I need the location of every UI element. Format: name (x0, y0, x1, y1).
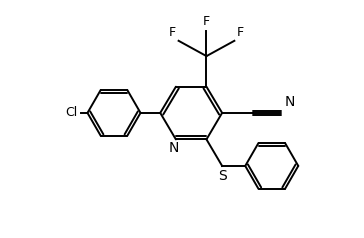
Text: S: S (218, 169, 227, 183)
Text: N: N (169, 141, 179, 155)
Text: F: F (169, 26, 176, 39)
Text: N: N (285, 95, 295, 109)
Text: F: F (203, 15, 210, 28)
Text: F: F (237, 26, 244, 39)
Text: Cl: Cl (66, 106, 78, 119)
